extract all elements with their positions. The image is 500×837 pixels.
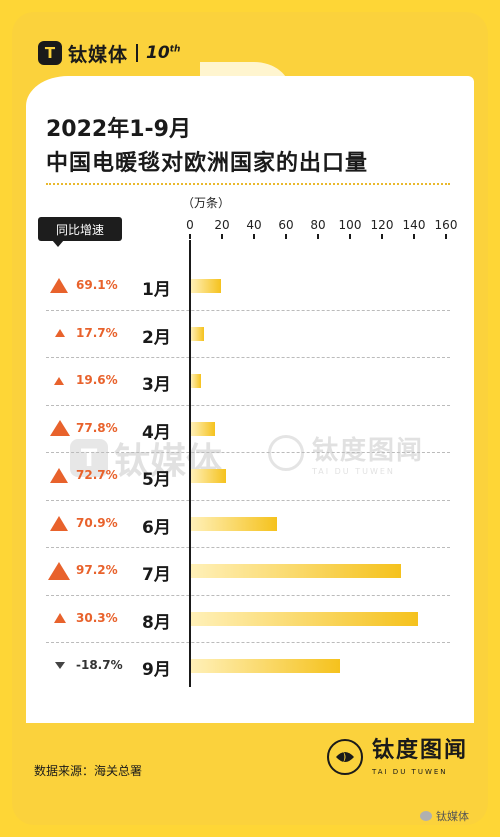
watermark-logo-icon: T [70, 439, 108, 477]
export-bar [191, 421, 215, 436]
x-tick-label: 160 [434, 218, 458, 232]
row-separator [46, 309, 450, 311]
chart-title-line1: 2022年1-9月 [46, 117, 191, 142]
x-tick-label: 100 [338, 218, 362, 232]
row-separator [46, 594, 450, 596]
wechat-icon [420, 811, 432, 821]
month-label: 5月 [142, 470, 171, 490]
brand-header: T 钛媒体 10th [38, 38, 180, 68]
wechat-attribution: 钛媒体 [420, 808, 469, 824]
growth-rate-label: 17.7% [76, 325, 118, 340]
x-tick-label: 80 [310, 218, 326, 232]
month-label: 7月 [142, 565, 171, 585]
row-separator [46, 642, 450, 644]
month-label: 1月 [142, 280, 171, 300]
growth-rate-label: 19.6% [76, 373, 118, 387]
up-triangle-icon [50, 278, 69, 294]
x-tick-mark [445, 234, 447, 239]
data-source: 数据来源：海关总署 [34, 764, 143, 778]
row-separator [46, 547, 450, 549]
up-triangle-icon [54, 376, 65, 385]
growth-rate-label: 30.3% [76, 610, 118, 625]
export-bar [191, 374, 201, 388]
brand-name: 钛媒体 [68, 43, 129, 66]
title-divider [46, 183, 450, 185]
growth-rate-label: 72.7% [76, 468, 118, 482]
up-triangle-icon [49, 420, 70, 437]
watermark-tdtw-en: TAI DU TUWEN [312, 467, 395, 476]
down-triangle-icon [54, 661, 65, 669]
watermark-tdtw-cn: 钛度图闻 [312, 436, 425, 466]
row-separator [46, 499, 450, 501]
growth-rate-label: -18.7% [76, 658, 123, 672]
export-bar [191, 516, 278, 531]
export-bar [191, 279, 222, 293]
wechat-label: 钛媒体 [436, 810, 469, 823]
row-separator [46, 357, 450, 359]
x-tick-mark [285, 234, 287, 239]
month-label: 4月 [142, 422, 171, 443]
growth-rate-label: 69.1% [76, 278, 118, 292]
month-label: 9月 [142, 660, 171, 680]
x-tick-mark [349, 234, 351, 239]
up-triangle-icon [50, 468, 69, 484]
anniversary-suffix: th [169, 44, 181, 55]
axis-unit-label: （万条） [182, 196, 231, 210]
anniversary-number: 10 [146, 43, 170, 63]
month-label: 8月 [142, 612, 171, 633]
export-bar [191, 564, 401, 578]
brand-logo-icon: T [38, 41, 62, 65]
x-tick-mark [413, 234, 415, 239]
x-tick-mark [317, 234, 319, 239]
anniversary-badge: 10th [146, 43, 180, 63]
chart-title-line2: 中国电暖毯对欧洲国家的出口量 [46, 151, 369, 176]
y-axis-line [189, 240, 191, 687]
row-separator [46, 452, 450, 454]
footer-logo-cn: 钛度图闻 [372, 738, 469, 763]
export-bar [191, 611, 419, 626]
up-triangle-icon [54, 329, 65, 338]
up-triangle-icon [48, 561, 71, 580]
x-tick-label: 0 [186, 218, 194, 232]
month-label: 2月 [142, 327, 171, 348]
growth-rate-label: 70.9% [76, 515, 118, 530]
export-bar [191, 469, 227, 483]
x-tick-label: 20 [214, 218, 230, 232]
month-label: 6月 [142, 517, 171, 538]
x-tick-mark [189, 234, 191, 239]
up-triangle-icon [50, 515, 69, 531]
brand-divider [136, 44, 139, 62]
footer-logo-en: TAI DU TUWEN [372, 768, 448, 776]
export-bar [191, 326, 204, 341]
export-bar [191, 659, 340, 673]
x-tick-label: 60 [278, 218, 294, 232]
x-tick-mark [381, 234, 383, 239]
x-tick-mark [221, 234, 223, 239]
up-triangle-icon [53, 613, 66, 624]
x-tick-mark [253, 234, 255, 239]
growth-rate-label: 97.2% [76, 563, 118, 577]
row-separator [46, 404, 450, 406]
eye-logo-icon [327, 739, 363, 775]
x-tick-label: 40 [246, 218, 262, 232]
watermark-tdtw: 钛度图闻 TAI DU TUWEN [268, 430, 424, 476]
x-tick-label: 120 [370, 218, 394, 232]
growth-header-badge: 同比增速 [38, 217, 122, 247]
month-label: 3月 [142, 375, 171, 395]
x-tick-label: 140 [402, 218, 426, 232]
footer-logo: 钛度图闻 TAI DU TUWEN [326, 738, 468, 776]
growth-rate-label: 77.8% [76, 420, 118, 435]
